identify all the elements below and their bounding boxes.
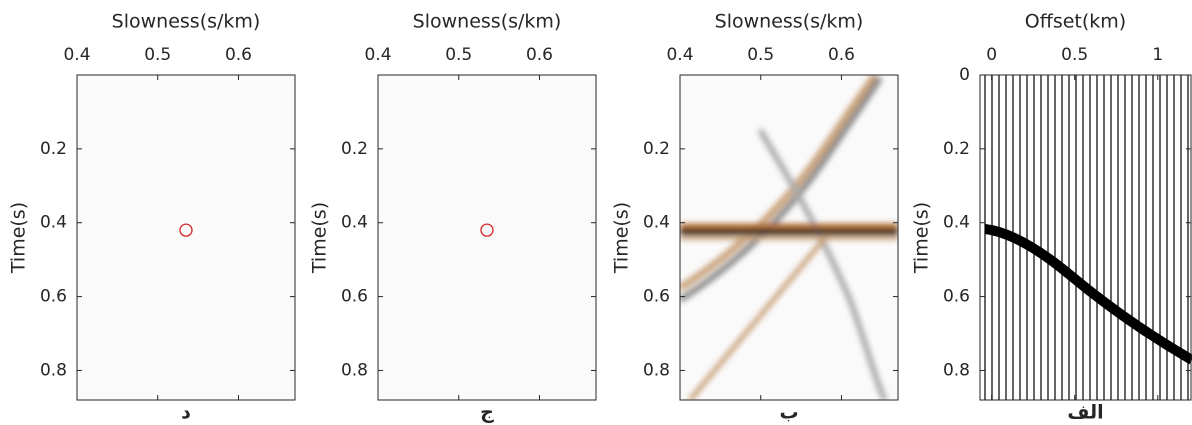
y-tick-label: 0.2 (341, 139, 368, 159)
axes-frame (679, 74, 899, 401)
x-tick-label: 0.6 (828, 45, 855, 65)
caption: ج (480, 402, 494, 424)
y-tick-label: 0.4 (643, 213, 670, 233)
y-tick-label: 0.6 (943, 287, 970, 307)
x-tick-label: 1 (1152, 45, 1163, 65)
image-bg (77, 75, 295, 400)
wiggle-traces (984, 75, 1192, 400)
y-tick-label: 0.4 (943, 213, 970, 233)
image-bg (378, 75, 596, 400)
caption: الف (1067, 402, 1103, 424)
axes-frame (377, 74, 597, 401)
y-tick-label: 0.2 (943, 139, 970, 159)
y-axis-label: Time(s) (611, 202, 633, 274)
y-tick-label: 0.4 (40, 213, 67, 233)
x-axis-label: Slowness(s/km) (715, 11, 864, 33)
x-axis-label: Slowness(s/km) (112, 11, 261, 33)
y-tick-label: 0.8 (943, 360, 970, 380)
x-tick-label: 0.6 (526, 45, 553, 65)
radon-image (680, 75, 898, 400)
y-tick-label: 0.8 (341, 360, 368, 380)
x-tick-label: 0.5 (445, 45, 472, 65)
x-tick-label: 0 (986, 45, 997, 65)
x-tick-label: 0.5 (1061, 45, 1088, 65)
focus-marker (480, 223, 494, 237)
x-tick-label: 0.5 (144, 45, 171, 65)
caption: د (181, 402, 191, 424)
x-tick-label: 0.4 (666, 45, 693, 65)
x-tick-label: 0.6 (225, 45, 252, 65)
y-tick-label: 0 (959, 65, 970, 85)
y-tick-label: 0.2 (643, 139, 670, 159)
y-axis-label: Time(s) (309, 202, 331, 274)
x-tick-label: 0.5 (747, 45, 774, 65)
axes-frame (979, 74, 1192, 401)
y-tick-label: 0.6 (341, 287, 368, 307)
y-tick-label: 0.8 (40, 360, 67, 380)
axes-frame (76, 74, 296, 401)
focus-marker (179, 223, 193, 237)
event (984, 224, 1192, 365)
y-tick-label: 0.6 (40, 287, 67, 307)
y-tick-label: 0.4 (341, 213, 368, 233)
x-axis-label: Slowness(s/km) (413, 11, 562, 33)
y-tick-label: 0.2 (40, 139, 67, 159)
y-axis-label: Time(s) (911, 202, 933, 274)
x-tick-label: 0.4 (364, 45, 391, 65)
y-tick-label: 0.8 (643, 360, 670, 380)
y-tick-label: 0.6 (643, 287, 670, 307)
y-axis-label: Time(s) (8, 202, 30, 274)
caption: ب (779, 402, 798, 424)
x-tick-label: 0.4 (63, 45, 90, 65)
x-axis-label: Offset(km) (1025, 11, 1126, 33)
